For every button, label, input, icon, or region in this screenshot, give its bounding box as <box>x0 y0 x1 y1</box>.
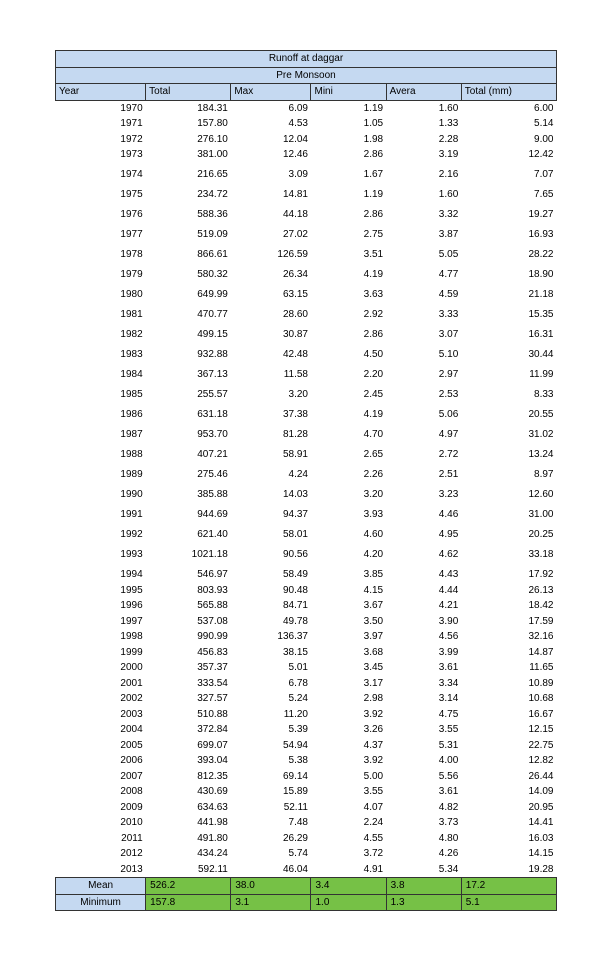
table-row: 1986631.1837.384.195.0620.55 <box>56 407 557 423</box>
table-row: 1982499.1530.872.863.0716.31 <box>56 327 557 343</box>
table-row: 1977519.0927.022.753.8716.93 <box>56 227 557 243</box>
table-row: 1999456.8338.153.683.9914.87 <box>56 645 557 661</box>
table-row: 1988407.2158.912.652.7213.24 <box>56 447 557 463</box>
table-row: 2009634.6352.114.074.8220.95 <box>56 800 557 816</box>
table-row: 2005699.0754.944.375.3122.75 <box>56 738 557 754</box>
table-subtitle: Pre Monsoon <box>56 67 557 84</box>
table-row: 2010441.987.482.243.7314.41 <box>56 815 557 831</box>
table-row: 1971157.804.531.051.335.14 <box>56 116 557 132</box>
table-row: 1981470.7728.602.923.3315.35 <box>56 307 557 323</box>
table-row: 2004372.845.393.263.5512.15 <box>56 722 557 738</box>
table-row: 1992621.4058.014.604.9520.25 <box>56 527 557 543</box>
table-row: 1984367.1311.582.202.9711.99 <box>56 367 557 383</box>
table-row: 19931021.1890.564.204.6233.18 <box>56 547 557 563</box>
table-row: 2012434.245.743.724.2614.15 <box>56 846 557 862</box>
table-row: 1972276.1012.041.982.289.00 <box>56 132 557 148</box>
table-row: 1994546.9758.493.854.4317.92 <box>56 567 557 583</box>
table-row: 2002327.575.242.983.1410.68 <box>56 691 557 707</box>
table-row: 2013592.1146.044.915.3419.28 <box>56 862 557 878</box>
table-row: 1997537.0849.783.503.9017.59 <box>56 614 557 630</box>
table-row: 1973381.0012.462.863.1912.42 <box>56 147 557 163</box>
table-row: 1978866.61126.593.515.0528.22 <box>56 247 557 263</box>
table-row: 2000357.375.013.453.6111.65 <box>56 660 557 676</box>
table-row: 1995803.9390.484.154.4426.13 <box>56 583 557 599</box>
table-row: 2011491.8026.294.554.8016.03 <box>56 831 557 847</box>
table-row: 2006393.045.383.924.0012.82 <box>56 753 557 769</box>
table-row: 2007812.3569.145.005.5626.44 <box>56 769 557 785</box>
table-row: 1980649.9963.153.634.5921.18 <box>56 287 557 303</box>
table-row: 1983932.8842.484.505.1030.44 <box>56 347 557 363</box>
table-row: 1996565.8884.713.674.2118.42 <box>56 598 557 614</box>
table-row: 1975234.7214.811.191.607.65 <box>56 187 557 203</box>
table-row: 1985255.573.202.452.538.33 <box>56 387 557 403</box>
summary-row: Mean526.238.03.43.817.2 <box>56 878 557 895</box>
table-row: 1974216.653.091.672.167.07 <box>56 167 557 183</box>
table-header: YearTotalMaxMiniAveraTotal (mm) <box>56 84 557 101</box>
table-row: 2001333.546.783.173.3410.89 <box>56 676 557 692</box>
summary-row: Minimum157.83.11.01.35.1 <box>56 894 557 911</box>
table-row: 1990385.8814.033.203.2312.60 <box>56 487 557 503</box>
runoff-table: Runoff at daggarPre MonsoonYearTotalMaxM… <box>55 50 557 911</box>
table-row: 1989275.464.242.262.518.97 <box>56 467 557 483</box>
table-row: 1976588.3644.182.863.3219.27 <box>56 207 557 223</box>
table-row: 1998990.99136.373.974.5632.16 <box>56 629 557 645</box>
table-row: 1970184.316.091.191.606.00 <box>56 100 557 116</box>
table-row: 1979580.3226.344.194.7718.90 <box>56 267 557 283</box>
table-title: Runoff at daggar <box>56 51 557 68</box>
table-row: 1987953.7081.284.704.9731.02 <box>56 427 557 443</box>
table-row: 1991944.6994.373.934.4631.00 <box>56 507 557 523</box>
table-row: 2003510.8811.203.924.7516.67 <box>56 707 557 723</box>
